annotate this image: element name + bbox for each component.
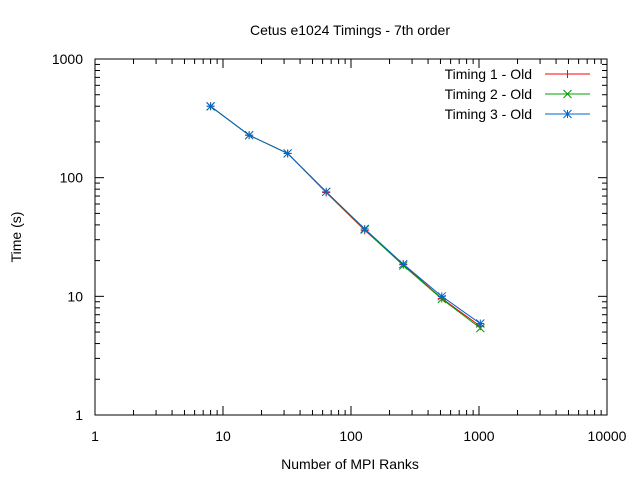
series-layer xyxy=(206,101,485,333)
series-3 xyxy=(206,101,485,328)
y-tick-label: 1 xyxy=(75,407,83,423)
x-axis-title: Number of MPI Ranks xyxy=(281,456,419,472)
x-tick-label: 10 xyxy=(215,428,231,444)
x-tick-label: 1000 xyxy=(463,428,494,444)
legend-item: Timing 3 - Old xyxy=(445,106,590,122)
x-tick-label: 1 xyxy=(91,428,99,444)
y-tick-label: 100 xyxy=(60,170,84,186)
legend-item: Timing 2 - Old xyxy=(445,86,590,102)
series-line xyxy=(210,105,481,324)
data-point xyxy=(360,224,370,234)
chart-title: Cetus e1024 Timings - 7th order xyxy=(250,22,450,38)
data-point xyxy=(283,149,293,158)
legend-label: Timing 1 - Old xyxy=(445,66,532,82)
legend-marker xyxy=(563,89,572,99)
legend: Timing 1 - Old Timing 2 - Old Timing 3 - O… xyxy=(445,66,590,122)
data-point xyxy=(475,319,485,328)
legend-item: Timing 1 - Old xyxy=(445,66,590,82)
x-tick-label: 100 xyxy=(339,428,363,444)
legend-marker xyxy=(563,109,572,119)
legend-label: Timing 3 - Old xyxy=(445,106,532,122)
axis-ticks xyxy=(94,58,608,416)
x-tick-label: 10000 xyxy=(588,428,627,444)
data-point xyxy=(475,323,485,333)
data-point xyxy=(244,130,254,140)
axis-tick-labels: 1 10 100 1000 10000 1 10 100 1000 xyxy=(52,51,627,444)
legend-marker xyxy=(563,70,572,78)
legend-label: Timing 2 - Old xyxy=(445,86,532,102)
data-point xyxy=(321,187,331,197)
y-tick-label: 1000 xyxy=(52,51,83,67)
data-point xyxy=(437,291,447,301)
y-axis-title: Time (s) xyxy=(8,212,24,263)
data-point xyxy=(398,259,408,269)
data-point xyxy=(206,101,215,111)
y-tick-label: 10 xyxy=(67,288,83,304)
